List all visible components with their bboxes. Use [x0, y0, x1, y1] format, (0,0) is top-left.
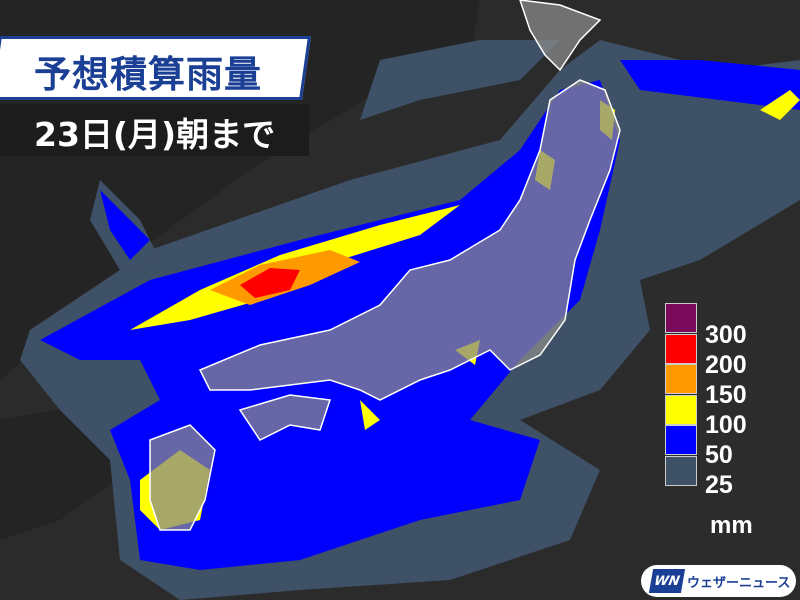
legend-label: 200 [705, 351, 747, 379]
legend-swatch [665, 425, 697, 455]
legend-swatch [665, 455, 697, 486]
subtitle-banner [0, 104, 309, 156]
legend-swatch [665, 333, 697, 364]
legend-swatch [665, 364, 697, 394]
hokkaido [519, 0, 602, 72]
weathernews-logo: WN ウェザーニュース [641, 565, 796, 597]
kyushu [149, 424, 216, 531]
japan-land [149, 0, 621, 531]
legend-label: 150 [705, 381, 747, 409]
legend-label: 50 [705, 441, 733, 469]
legend-swatch [665, 394, 697, 425]
logo-mark: WN [648, 569, 686, 593]
legend-unit: mm [710, 512, 753, 539]
legend-label: 100 [705, 411, 747, 439]
honshu [198, 79, 621, 401]
rain-200mm [240, 268, 300, 298]
legend-label: 300 [705, 321, 747, 349]
map-subtitle: 23日(月)朝まで [34, 115, 276, 154]
logo-text: ウェザーニュース [687, 575, 791, 591]
shikoku [238, 394, 332, 441]
map-title: 予想積算雨量 [34, 53, 262, 96]
legend-label: 25 [705, 471, 733, 499]
legend-swatch [665, 303, 697, 333]
